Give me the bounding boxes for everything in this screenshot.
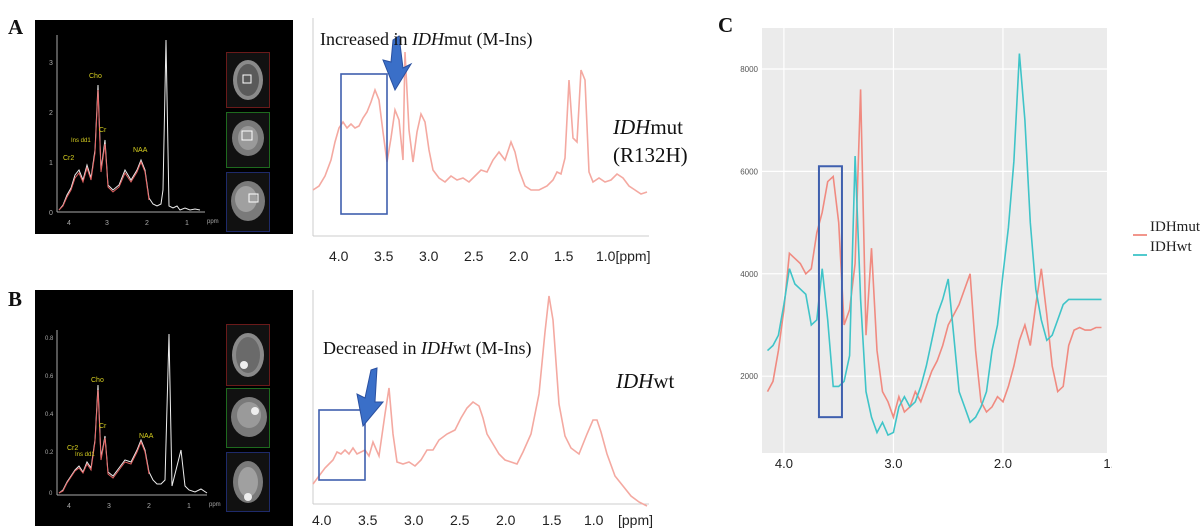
legend-swatch-mut <box>1133 227 1147 237</box>
genotype-b-italic: IDH <box>616 369 654 393</box>
ppm-tick-b: [ppm] <box>618 512 654 528</box>
scan-a-ytick: 1 <box>49 160 53 167</box>
scan-a-unit: ppm <box>207 219 219 225</box>
scan-b-ytick: 0.4 <box>45 412 54 418</box>
peak-label-ins-b: Ins dd1 <box>75 452 95 458</box>
highlight-box-a <box>340 73 388 215</box>
arrow-icon-a <box>382 35 413 92</box>
genotype-a-italic: IDH <box>613 115 651 139</box>
ppm-tick-a: 1.5 <box>554 248 574 264</box>
mri-sagittal-b <box>226 388 270 448</box>
mri-sagittal-a <box>226 172 270 232</box>
scan-b-xtick: 3 <box>107 503 111 510</box>
annotation-b: Decreased in IDHwt (M-Ins) <box>323 338 531 359</box>
panel-b-letter: B <box>8 287 23 311</box>
plot-background <box>762 28 1107 453</box>
x-tick-label: 4.0 <box>775 456 793 471</box>
highlight-box-c <box>817 165 843 419</box>
y-tick-label: 6000 <box>740 167 758 176</box>
ppm-tick-b: 1.5 <box>542 512 562 528</box>
ppm-tick-a: 1.0[ppm] <box>596 248 651 264</box>
scan-b-xtick: 1 <box>187 503 191 510</box>
ppm-axis-a: 4.0 3.5 3.0 2.5 2.0 1.5 1.0[ppm] <box>329 248 659 268</box>
annotation-a: Increased in IDHmut (M-Ins) <box>320 29 532 50</box>
scan-b-ytick: 0 <box>49 491 53 497</box>
scan-a-xtick: 3 <box>105 220 109 227</box>
spectrum-a-svg <box>312 18 649 237</box>
ppm-tick-b: 1.0 <box>584 512 604 528</box>
scan-b-ytick: 0.2 <box>45 450 54 456</box>
scanner-spectrum-a-svg: 3 2 1 0 4 3 2 1 ppm Cho Ins dd1 Cr Cr2 N… <box>49 35 219 227</box>
genotype-a-sub: (R132H) <box>613 143 688 167</box>
panel-c-letter: C <box>718 13 734 37</box>
panel-a-letter: A <box>8 15 24 39</box>
ppm-tick-a: 2.5 <box>464 248 484 264</box>
y-tick-label: 8000 <box>740 65 758 74</box>
legend-swatch-wt <box>1133 247 1147 257</box>
peak-label-cr2-a: Cr2 <box>63 155 74 162</box>
peak-label-cr-b: Cr <box>99 423 107 430</box>
peak-label-cho-a: Cho <box>89 73 102 80</box>
peak-label-naa-b: NAA <box>139 433 154 440</box>
ppm-tick-a: 2.0 <box>509 248 529 264</box>
scan-a-xtick: 1 <box>185 220 189 227</box>
ppm-tick-b: 3.0 <box>404 512 424 528</box>
series-line-idhmut <box>766 89 1102 420</box>
spectrum-a <box>299 10 662 266</box>
y-tick-label: 4000 <box>740 270 758 279</box>
mri-axial-a <box>226 52 270 108</box>
annotation-a-italic: IDH <box>411 29 444 49</box>
mri-axial-b <box>226 324 270 386</box>
series-line-idhwt <box>766 53 1102 437</box>
x-tick-label: 3.0 <box>884 456 902 471</box>
scan-a-xtick: 4 <box>67 220 71 227</box>
genotype-a: IDHmut (R132H) <box>613 113 688 169</box>
annotation-a-post: mut (M-Ins) <box>443 29 533 49</box>
annotation-b-post: wt (M-Ins) <box>452 338 532 358</box>
scanner-spectrum-b-svg: 0.8 0.6 0.4 0.2 0 4 3 2 1 ppm Cho Ins dd… <box>45 330 221 510</box>
peak-label-cr-a: Cr <box>99 127 107 134</box>
ppm-tick-b: 2.5 <box>450 512 470 528</box>
ppm-tick-a: 4.0 <box>329 248 349 264</box>
peak-label-cho-b: Cho <box>91 377 104 384</box>
ppm-tick-a: 3.0 <box>419 248 439 264</box>
annotation-b-italic: IDH <box>420 338 453 358</box>
ppm-tick-b: 4.0 <box>312 512 332 528</box>
ppm-axis-b: 4.0 3.5 3.0 2.5 2.0 1.5 1.0 [ppm] <box>312 512 662 531</box>
genotype-b: IDHwt <box>616 367 674 395</box>
scan-a-ytick: 3 <box>49 60 53 67</box>
y-tick-label: 2000 <box>740 372 758 381</box>
scan-b-xtick: 2 <box>147 503 151 510</box>
annotation-b-pre: Decreased in <box>323 338 421 358</box>
ppm-tick-b: 2.0 <box>496 512 516 528</box>
peak-label-naa-a: NAA <box>133 147 148 154</box>
mri-coronal-a <box>226 112 270 168</box>
scan-b-unit: ppm <box>209 502 221 508</box>
genotype-b-rest: wt <box>653 369 675 393</box>
scan-a-ytick: 0 <box>49 210 53 217</box>
scan-a-xtick: 2 <box>145 220 149 227</box>
legend-label-wt: IDHwt <box>1150 239 1192 255</box>
highlight-box-b <box>318 409 366 481</box>
peak-label-ins-a: Ins dd1 <box>71 138 91 144</box>
arrow-icon-b <box>356 367 385 428</box>
legend-label-mut: IDHmut <box>1150 219 1200 235</box>
spectrum-b-svg <box>312 290 649 507</box>
scan-a-ytick: 2 <box>49 110 53 117</box>
annotation-a-pre: Increased in <box>320 29 412 49</box>
ppm-tick-a: 3.5 <box>374 248 394 264</box>
genotype-a-rest: mut <box>650 115 683 139</box>
peak-label-cr2-b: Cr2 <box>67 445 78 452</box>
x-tick-label: 2.0 <box>994 456 1012 471</box>
ppm-tick-b: 3.5 <box>358 512 378 528</box>
spectrum-b <box>299 284 662 522</box>
scan-b-ytick: 0.6 <box>45 374 54 380</box>
scan-b-ytick: 0.8 <box>45 336 54 342</box>
mri-coronal-b <box>226 452 270 512</box>
scan-b-xtick: 4 <box>67 503 71 510</box>
x-tick-label: 1.0 <box>1103 456 1112 471</box>
